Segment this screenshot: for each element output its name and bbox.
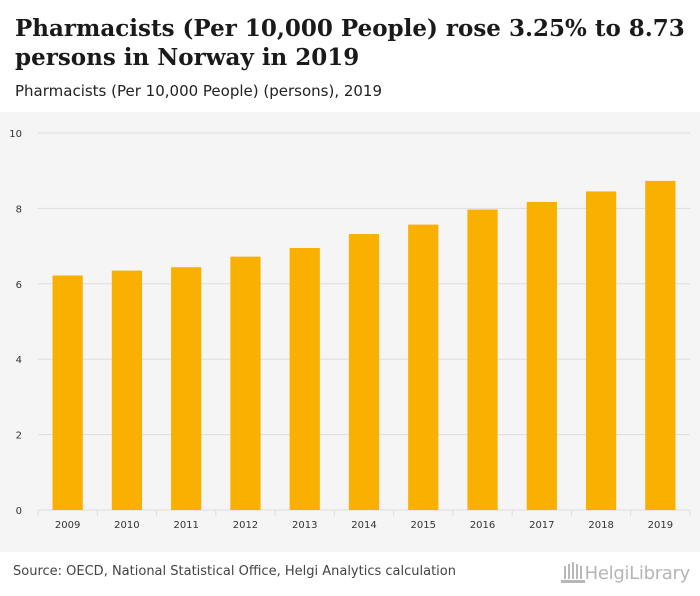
bar — [52, 275, 83, 510]
x-tick-label: 2011 — [173, 520, 198, 531]
helgi-library-logo[interactable]: HelgiLibrary — [560, 560, 691, 586]
x-tick-label: 2017 — [529, 520, 554, 531]
bar — [348, 234, 380, 510]
chart-subtitle: Pharmacists (Per 10,000 People) (persons… — [15, 82, 383, 100]
x-tick-label: 2016 — [470, 520, 495, 531]
y-tick-label: 10 — [9, 129, 22, 140]
chart-footer: Source: OECD, National Statistical Offic… — [0, 552, 700, 596]
library-building-icon — [560, 562, 585, 583]
bar — [289, 247, 320, 511]
logo-text: HelgiLibrary — [584, 562, 691, 584]
bar — [230, 256, 261, 510]
bar — [645, 180, 676, 510]
x-tick-label: 2015 — [411, 520, 436, 531]
x-tick-label: 2010 — [114, 520, 139, 531]
y-tick-label: 0 — [16, 506, 22, 517]
chart-header: Pharmacists (Per 10,000 People) rose 3.2… — [0, 0, 700, 112]
y-tick-label: 6 — [16, 280, 22, 291]
bar-chart: 0 2 4 6 8 10 2009 2010 2011 2012 2013 2014 2015 2016 2… — [9, 129, 691, 531]
chart-area: 0 2 4 6 8 10 2009 2010 2011 2012 2013 2014 2015 2016 2… — [0, 112, 700, 552]
x-tick-label: 2018 — [588, 520, 613, 531]
y-tick-label: 2 — [16, 431, 22, 442]
bar — [171, 267, 202, 510]
x-tick-label: 2012 — [233, 520, 258, 531]
x-tick-label: 2014 — [351, 520, 376, 531]
bar — [467, 209, 498, 510]
y-tick-label: 4 — [16, 355, 22, 366]
x-tick-label: 2019 — [648, 520, 673, 531]
bar — [585, 191, 617, 510]
chart-title: Pharmacists (Per 10,000 People) rose 3.2… — [15, 15, 685, 71]
bar — [111, 270, 143, 510]
y-tick-label: 8 — [16, 204, 22, 215]
source-note: Source: OECD, National Statistical Offic… — [13, 564, 456, 579]
x-tick-label: 2009 — [55, 520, 80, 531]
bar — [526, 201, 557, 510]
bar — [408, 224, 439, 510]
x-tick-label: 2013 — [292, 520, 317, 531]
